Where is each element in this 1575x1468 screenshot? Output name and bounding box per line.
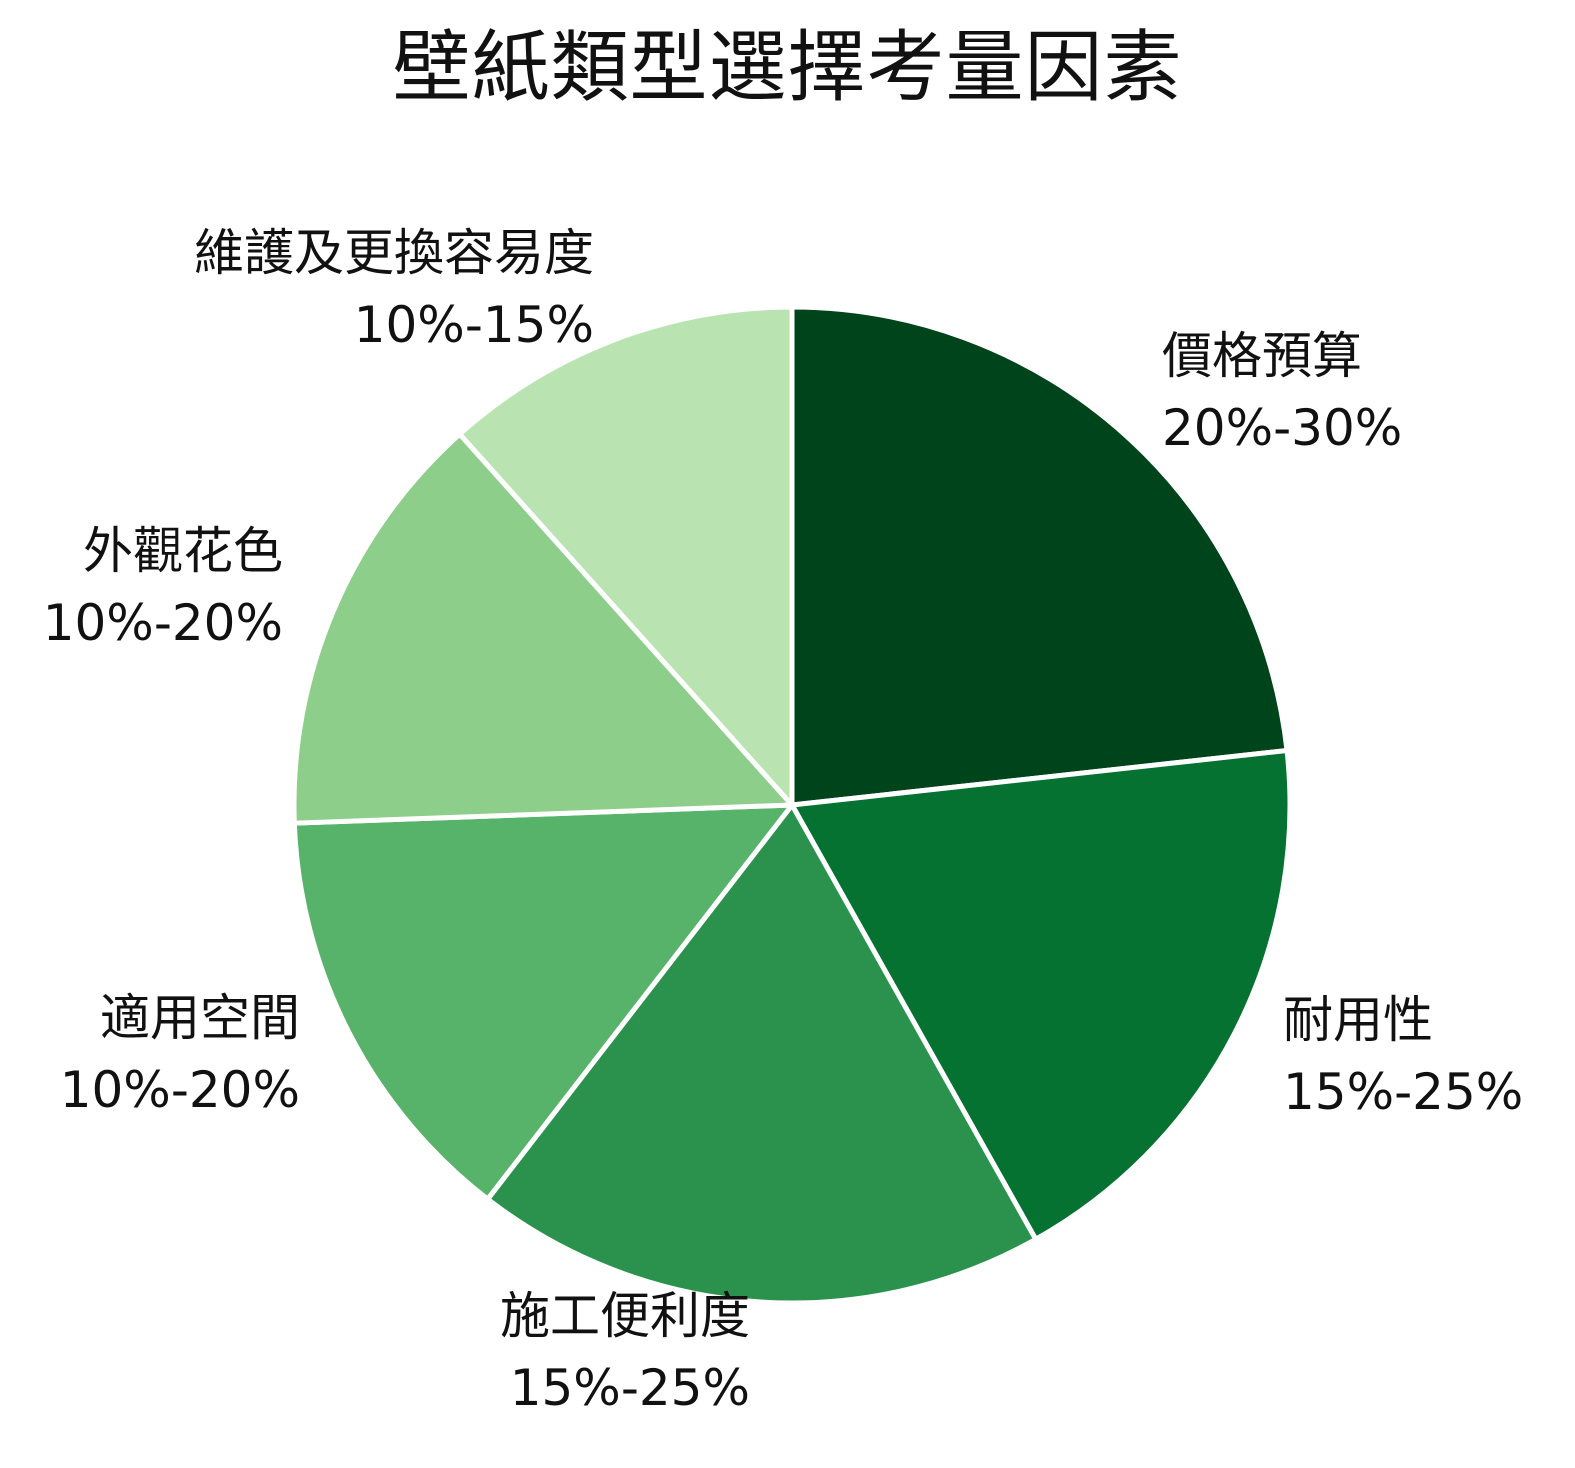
chart-title: 壁紙類型選擇考量因素 [392, 23, 1183, 113]
pie-slice [291, 802, 795, 1202]
slice-range-label: 10%-20% [43, 594, 283, 652]
slice-range-label: 10%-20% [60, 1061, 300, 1119]
pie-labels: 價格預算 20%-30% 耐用性 15%-25% 施工便利度 15%-25% 適用空間 10%… [43, 224, 1524, 1417]
slice-label: 適用空間 [100, 989, 300, 1047]
pie-slice [485, 802, 1039, 1306]
pie-slice [789, 748, 1293, 1242]
slice-label: 價格預算 [1162, 327, 1362, 385]
pie-slice [291, 431, 795, 826]
pie-slices [291, 304, 1293, 1306]
slice-range-label: 15%-25% [510, 1359, 750, 1417]
slice-label: 施工便利度 [500, 1287, 750, 1345]
pie-slice [789, 304, 1290, 808]
slice-range-label: 10%-15% [354, 296, 594, 354]
slice-label: 維護及更換容易度 [194, 224, 594, 282]
slice-label: 耐用性 [1283, 991, 1433, 1049]
pie-slice [457, 304, 795, 808]
slice-range-label: 20%-30% [1162, 399, 1402, 457]
slice-label: 外觀花色 [83, 522, 283, 580]
slice-range-label: 15%-25% [1283, 1063, 1523, 1121]
